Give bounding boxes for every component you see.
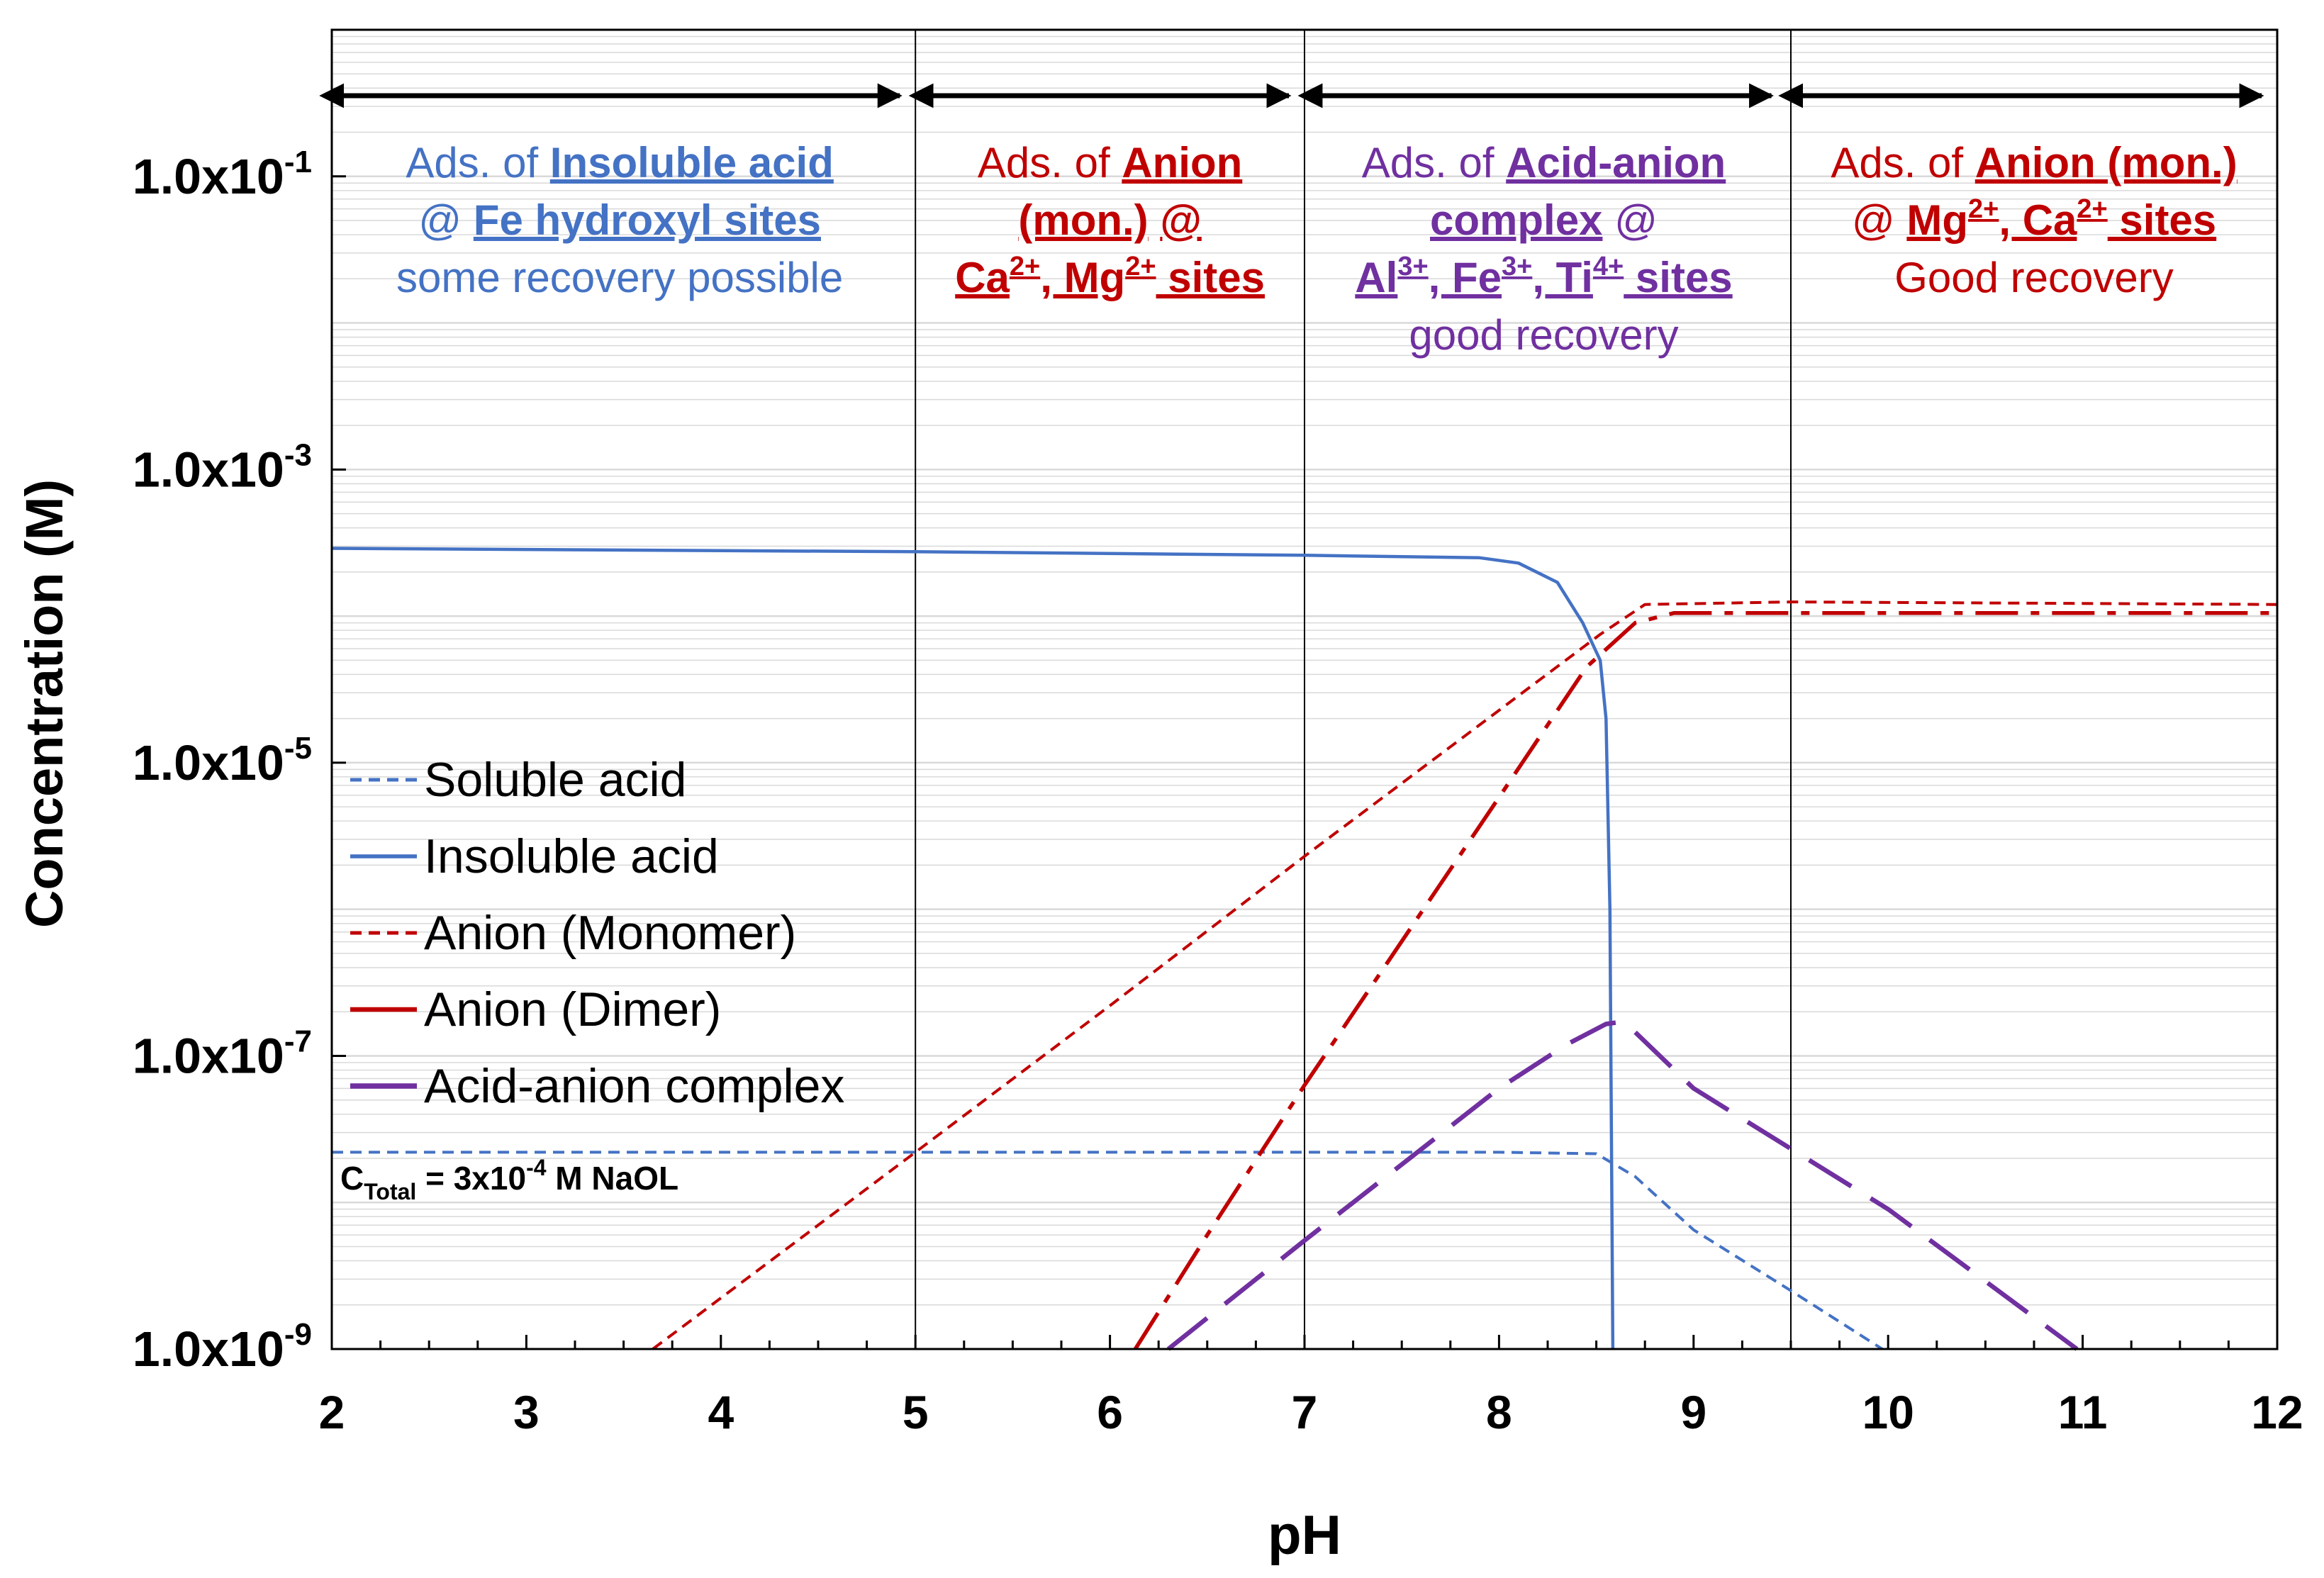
legend: Soluble acid Insoluble acid Anion (Monomer… [350, 753, 844, 1113]
y-tick-label: 1.0x10-3 [133, 437, 312, 497]
x-axis-title: pH [1268, 1504, 1341, 1566]
legend-item-soluble-acid: Soluble acid [350, 753, 686, 807]
region-label-line: (mon.) @ [1018, 196, 1201, 244]
region-label-line: good recovery [1409, 311, 1678, 359]
region-dividers [915, 30, 1792, 1349]
series-line-soluble-acid [332, 1151, 1884, 1350]
legend-label: Insoluble acid [424, 829, 719, 883]
series-line-acid-anion-complex [1166, 1019, 2079, 1351]
series [331, 547, 2278, 1351]
legend-item-anion-dimer: Anion (Dimer) [350, 983, 721, 1036]
region-label: Ads. of Insoluble acid @ Fe hydroxyl site… [396, 139, 843, 301]
series-line-anion-dimer [1133, 610, 2277, 1350]
legend-item-anion-monomer: Anion (Monomer) [350, 906, 796, 960]
legend-label: Anion (Dimer) [424, 983, 721, 1036]
x-tick-label: 5 [903, 1386, 929, 1438]
region-label-line: @ Mg2+, Ca2+ sites [1852, 194, 2216, 244]
legend-item-acid-anion-complex: Acid-anion complex [350, 1059, 844, 1113]
x-tick-label: 6 [1097, 1386, 1123, 1438]
axes: 2 3 4 5 6 7 8 9 10 11 12 1.0x10-9 1.0x10-7 1.0x10-5 1.… [133, 28, 2303, 1438]
x-tick-label: 12 [2251, 1386, 2303, 1438]
x-tick-label: 2 [319, 1386, 345, 1438]
legend-label: Acid-anion complex [424, 1059, 844, 1113]
total-concentration-annotation: CTotal = 3x10-4 M NaOL [340, 1155, 678, 1204]
y-tick-label: 1.0x10-9 [133, 1317, 312, 1377]
region-label-line: Ads. of Anion (mon.) [1831, 139, 2237, 186]
x-tick-label: 4 [708, 1386, 734, 1438]
x-tick-label: 8 [1486, 1386, 1512, 1438]
legend-label: Anion (Monomer) [424, 906, 796, 960]
x-tick-label: 11 [2058, 1386, 2108, 1438]
y-tick-label: 1.0x10-1 [133, 145, 312, 204]
region-label-line: complex @ [1430, 196, 1658, 244]
region-label: Ads. of Anion (mon.) @ Ca2+, Mg2+ sites [955, 139, 1265, 301]
region-label-line: Al3+, Fe3+, Ti4+ sites [1355, 252, 1732, 301]
legend-label: Soluble acid [424, 753, 686, 807]
series-line-anion-monomer [652, 600, 2278, 1350]
region-label-line: @ Fe hydroxyl sites [418, 196, 821, 244]
region-label-line: Ads. of Insoluble acid [406, 139, 834, 186]
region-label-line: Ads. of Acid-anion [1362, 139, 1726, 186]
region-label-line: Ca2+, Mg2+ sites [955, 252, 1265, 301]
series-line-insoluble-acid [331, 547, 1615, 1350]
region-label-line: Good recovery [1894, 254, 2174, 301]
y-tick-label: 1.0x10-7 [133, 1024, 312, 1083]
region-label-line: some recovery possible [396, 254, 843, 301]
y-tick-label: 1.0x10-5 [133, 731, 312, 790]
region-labels: Ads. of Insoluble acid @ Fe hydroxyl site… [396, 139, 2238, 359]
y-axis-title: Concentration (M) [15, 479, 74, 928]
region-label: Ads. of Anion (mon.) @ Mg2+, Ca2+ sites Go… [1831, 139, 2237, 301]
region-label: Ads. of Acid-anion complex @ Al3+, Fe3+, T… [1355, 139, 1732, 359]
x-tick-label: 7 [1292, 1386, 1318, 1438]
legend-item-insoluble-acid: Insoluble acid [350, 829, 719, 883]
x-tick-label: 9 [1680, 1386, 1706, 1438]
region-label-line: Ads. of Anion [978, 139, 1242, 186]
x-tick-label: 3 [513, 1386, 540, 1438]
x-tick-label: 10 [1862, 1386, 1914, 1438]
